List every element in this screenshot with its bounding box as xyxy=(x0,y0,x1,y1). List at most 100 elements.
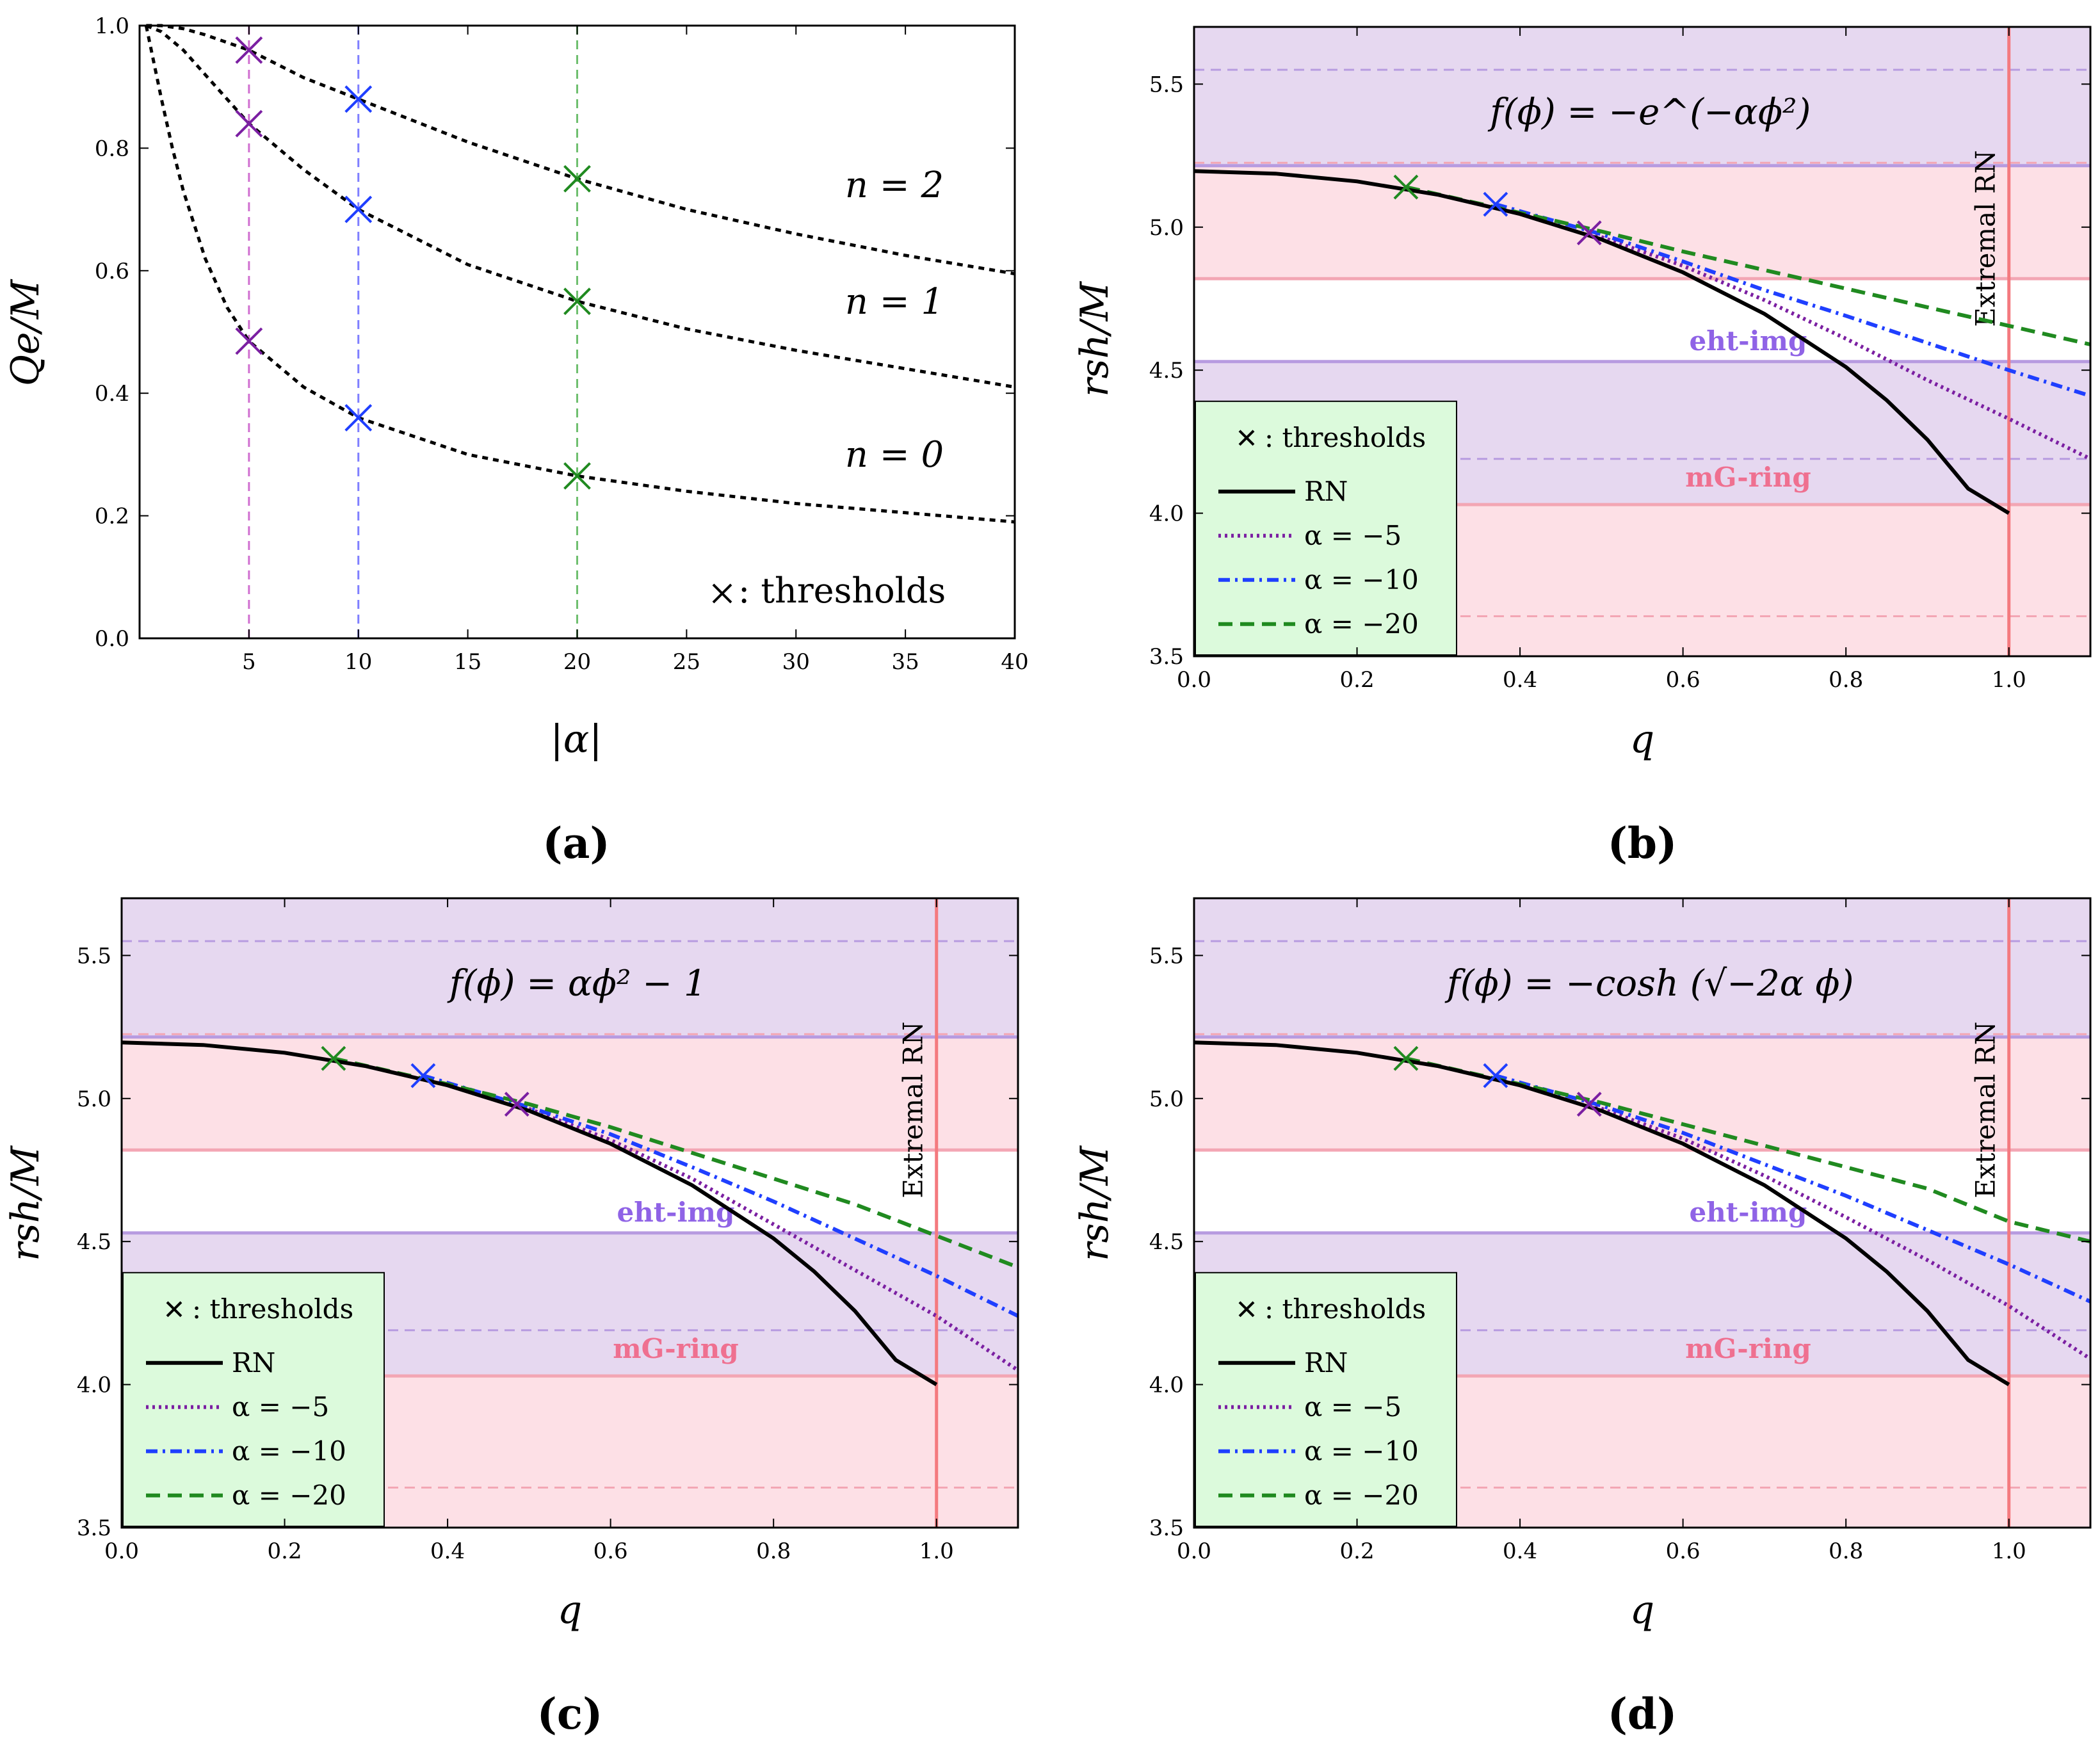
panel-c-series-line xyxy=(333,1056,1019,1270)
panel-c-frame xyxy=(120,897,1019,1529)
panel-a-series-line xyxy=(146,24,1015,276)
panel-a-legend-label: : thresholds xyxy=(738,570,946,611)
panel-a-ytick-label: 0.0 xyxy=(95,626,129,652)
panel-b-xtick-label: 0.4 xyxy=(1503,667,1537,693)
panel-c-caption: (c) xyxy=(537,1689,603,1739)
panel-a-xlabel: |α| xyxy=(551,717,602,762)
panel-c-title: f(ϕ) = αϕ² − 1 xyxy=(447,963,707,1005)
panel-a-caption: (a) xyxy=(542,818,610,868)
panel-d-threshold-marker xyxy=(1576,1092,1602,1117)
panel-a-threshold-marker xyxy=(344,85,373,113)
panel-a-xtick-label: 20 xyxy=(563,649,591,675)
panel-a-ytick-label: 0.6 xyxy=(95,259,129,284)
panel-b-mg-ring-label: mG-ring xyxy=(1685,462,1811,493)
panel-b-legend-label-a5: α = −5 xyxy=(1304,520,1401,551)
panel-d-caption: (d) xyxy=(1608,1689,1677,1739)
panel-b-frame xyxy=(1193,26,2092,658)
panel-b-threshold-marker-stroke-b xyxy=(1576,220,1602,246)
panel-c-legend-threshold-marker xyxy=(166,1301,182,1318)
panel-d-xtick-label: 0.6 xyxy=(1666,1538,1700,1564)
panel-a-series-line xyxy=(145,24,1015,389)
panel-a-xtick-label: 25 xyxy=(673,649,700,675)
panel-c-threshold-marker-stroke-b xyxy=(410,1063,436,1088)
panel-b-xtick-label: 0.2 xyxy=(1340,667,1375,693)
panel-d-ytick-label: 4.0 xyxy=(1149,1373,1184,1398)
panel-a-threshold-marker-stroke-b xyxy=(344,404,373,432)
panel-c-xtick-label: 0.6 xyxy=(594,1538,628,1564)
panel-b-violet-band-upper xyxy=(1194,27,2090,165)
panel-c-ytick-label: 4.0 xyxy=(77,1373,111,1398)
panel-b-ytick-label: 5.5 xyxy=(1149,72,1184,97)
panel-b-title: f(ϕ) = −e^(−αϕ²) xyxy=(1487,92,1811,133)
panel-d-white-gap xyxy=(1194,1150,2090,1233)
panel-a: n = 2 n = 1 n = 0: thresholds 5 10 15 20 25 30 35… xyxy=(3,13,1029,868)
panel-d-extremal-rn-label: Extremal RN xyxy=(1970,1022,2001,1199)
panel-b-xlabel: q xyxy=(1630,717,1654,762)
panel-d-series-line xyxy=(1495,1074,2092,1304)
panel-a-xtick-label: 10 xyxy=(344,649,372,675)
panel-a-threshold-marker-stroke-b xyxy=(235,327,263,355)
panel-c-legend-box xyxy=(122,1272,385,1527)
panel-d-legend-threshold-marker xyxy=(1238,1301,1255,1318)
panel-d-legend-label-thresholds: : thresholds xyxy=(1264,1293,1426,1325)
panel-a-series-line xyxy=(144,25,1015,524)
panel-a-ytick-label: 1.0 xyxy=(95,13,129,39)
panel-a-threshold-marker-stroke-b xyxy=(235,36,263,64)
panel-a-legend-marker xyxy=(712,583,732,604)
panel-c-xtick-label: 0.4 xyxy=(430,1538,465,1564)
panel-c-legend-label-a10: α = −10 xyxy=(232,1435,346,1467)
panel-c-extremal-rn-label: Extremal RN xyxy=(898,1022,929,1199)
panel-a-series-label: n = 0 xyxy=(845,434,944,476)
panel-a-ytick-label: 0.4 xyxy=(95,381,129,407)
panel-d-threshold-marker-stroke-b xyxy=(1576,1092,1602,1117)
panel-c-threshold-marker xyxy=(504,1092,529,1117)
panel-d-series-line xyxy=(1405,1056,2091,1244)
panel-c-ytick-label: 3.5 xyxy=(77,1515,111,1541)
panel-b-extremal-rn-label: Extremal RN xyxy=(1970,150,2001,327)
panel-d-xtick-label: 0.2 xyxy=(1340,1538,1375,1564)
panel-c-legend-label-a5: α = −5 xyxy=(232,1391,329,1423)
panel-b-legend-threshold-marker xyxy=(1238,430,1255,446)
panel-a-threshold-marker-stroke-b xyxy=(563,287,591,316)
panel-a-ytick-label: 0.8 xyxy=(95,136,129,161)
panel-a-threshold-marker-stroke-b xyxy=(563,462,591,490)
panel-d-xtick-label: 1.0 xyxy=(1992,1538,2026,1564)
panel-b-threshold-marker-stroke-b xyxy=(1393,174,1419,200)
panel-c-ylabel: rsh/M xyxy=(3,1145,48,1261)
panel-b-ylabel: rsh/M xyxy=(1072,281,1117,397)
panel-c-threshold-marker-stroke-b xyxy=(321,1046,346,1071)
panel-c-mg-ring-label: mG-ring xyxy=(613,1333,739,1364)
panel-d-mg-ring-label: mG-ring xyxy=(1685,1333,1811,1364)
panel-a-plot: n = 2 n = 1 n = 0: thresholds 5 10 15 20 25 30 35… xyxy=(95,13,1029,675)
panel-d-legend-box xyxy=(1195,1272,1457,1527)
panel-d-ytick-label: 5.5 xyxy=(1149,943,1184,969)
panel-c-violet-band-upper xyxy=(122,898,1018,1036)
panel-a-legend-marker-stroke-b xyxy=(712,583,732,604)
panel-a-threshold-marker-stroke-b xyxy=(563,165,591,193)
panel-a-xtick-label: 30 xyxy=(782,649,810,675)
panel-b-legend-box xyxy=(1195,400,1457,656)
panel-a-threshold-marker-stroke-b xyxy=(235,109,263,138)
panel-b-threshold-marker-stroke-b xyxy=(1483,191,1508,217)
panel-a-series-label: n = 2 xyxy=(845,165,944,206)
panel-c-legend-label-thresholds: : thresholds xyxy=(192,1293,353,1325)
panel-d-xtick-label: 0.4 xyxy=(1503,1538,1537,1564)
panel-c-threshold-marker-stroke-b xyxy=(504,1092,529,1117)
panel-a-threshold-marker xyxy=(235,36,263,64)
panel-d-xtick-label: 0.0 xyxy=(1177,1538,1211,1564)
panel-b-legend-threshold-marker-stroke-b xyxy=(1238,430,1255,446)
panel-b-threshold-marker xyxy=(1393,174,1419,200)
panel-c-legend-threshold-marker-stroke-b xyxy=(166,1301,182,1318)
panel-b-xtick-label: 0.0 xyxy=(1177,667,1211,693)
panel-a-ytick-label: 0.2 xyxy=(95,504,129,529)
panel-c-series-line xyxy=(516,1102,1019,1372)
panel-c-xlabel: q xyxy=(558,1588,582,1633)
panel-c-series-line xyxy=(423,1074,1019,1318)
panel-b-caption: (b) xyxy=(1608,818,1677,868)
panel-c-xtick-label: 0.8 xyxy=(756,1538,791,1564)
panel-d-legend-label-rn: RN xyxy=(1304,1347,1348,1378)
panel-a-xtick-label: 40 xyxy=(1001,649,1028,675)
